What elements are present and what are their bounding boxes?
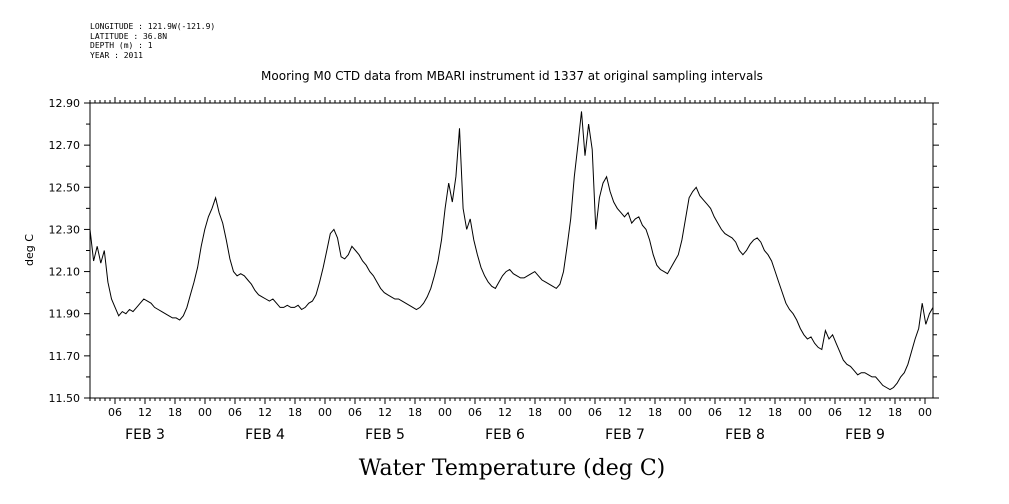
x-hour-label: 18: [168, 406, 182, 419]
x-hour-label: 12: [498, 406, 512, 419]
chart-title: Mooring M0 CTD data from MBARI instrumen…: [261, 69, 763, 83]
y-tick-label: 11.90: [49, 308, 81, 321]
y-axis-label: deg C: [23, 234, 36, 266]
x-hour-label: 18: [888, 406, 902, 419]
x-hour-label: 06: [228, 406, 242, 419]
x-hour-label: 12: [738, 406, 752, 419]
x-hour-label: 00: [798, 406, 812, 419]
x-hour-label: 12: [258, 406, 272, 419]
x-axis-label: Water Temperature (deg C): [359, 456, 666, 481]
y-tick-label: 12.90: [49, 97, 81, 110]
y-tick-label: 12.70: [49, 139, 81, 152]
x-hour-label: 18: [648, 406, 662, 419]
x-day-label: FEB 5: [365, 427, 405, 443]
y-tick-label: 11.50: [49, 392, 81, 405]
x-day-label: FEB 8: [725, 427, 765, 443]
x-day-label: FEB 3: [125, 427, 165, 443]
longitude-label: LONGITUDE : 121.9W(-121.9): [90, 22, 216, 31]
y-tick-label: 12.30: [49, 223, 81, 236]
plot-frame: [89, 102, 934, 399]
y-tick-label: 12.50: [49, 181, 81, 194]
x-hour-label: 00: [438, 406, 452, 419]
x-hour-label: 18: [768, 406, 782, 419]
x-day-label: FEB 7: [605, 427, 645, 443]
x-hour-label: 18: [288, 406, 302, 419]
x-hour-label: 06: [708, 406, 722, 419]
axes: 11.50 11.70 11.90 12.10 12.30 12.50 12.70 12.90…: [49, 97, 939, 443]
x-day-label: FEB 6: [485, 427, 525, 443]
header-metadata: LONGITUDE : 121.9W(-121.9) LATITUDE : 36…: [90, 22, 215, 60]
x-hour-label: 00: [678, 406, 692, 419]
x-hour-label: 00: [198, 406, 212, 419]
x-day-label: FEB 4: [245, 427, 285, 443]
x-hour-label: 12: [378, 406, 392, 419]
year-label: YEAR : 2011: [90, 50, 143, 60]
y-tick-label: 12.10: [49, 266, 81, 279]
x-hour-label: 00: [558, 406, 572, 419]
x-hour-label: 00: [318, 406, 332, 419]
x-hour-label: 00: [918, 406, 932, 419]
x-day-label: FEB 9: [845, 427, 885, 443]
x-hour-label: 06: [468, 406, 482, 419]
x-hour-label: 12: [618, 406, 632, 419]
x-hour-label: 18: [408, 406, 422, 419]
temperature-series-line: [89, 111, 934, 391]
x-hour-label: 18: [528, 406, 542, 419]
x-hour-label: 12: [138, 406, 152, 419]
x-hour-label: 06: [588, 406, 602, 419]
x-hour-label: 06: [108, 406, 122, 419]
x-hour-label: 12: [858, 406, 872, 419]
x-hour-label: 06: [348, 406, 362, 419]
y-tick-label: 11.70: [49, 350, 81, 363]
depth-label: DEPTH (m) : 1: [90, 41, 153, 50]
x-hour-label: 06: [828, 406, 842, 419]
latitude-label: LATITUDE : 36.8N: [90, 31, 168, 41]
